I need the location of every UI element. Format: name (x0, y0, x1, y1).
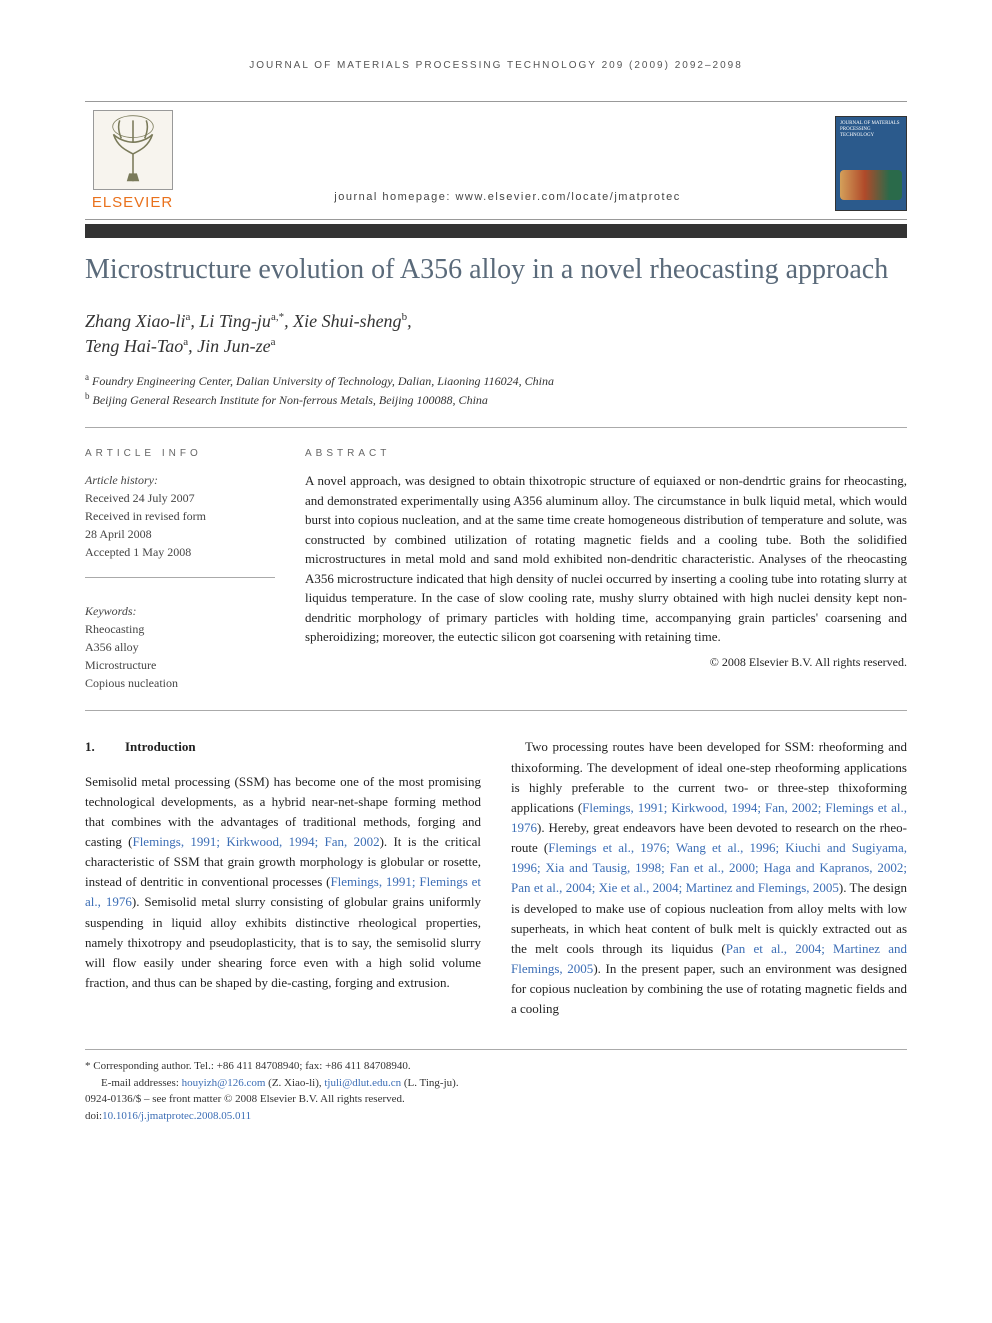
masthead: ELSEVIER journal homepage: www.elsevier.… (85, 101, 907, 220)
divider (85, 710, 907, 711)
email-who: (Z. Xiao-li), (265, 1077, 324, 1089)
article-meta-row: ARTICLE INFO Article history: Received 2… (85, 428, 907, 710)
email-link[interactable]: houyizh@126.com (182, 1077, 266, 1089)
keywords-list: RheocastingA356 alloyMicrostructureCopio… (85, 620, 275, 692)
history-line: 28 April 2008 (85, 525, 275, 543)
history-line: Received in revised form (85, 507, 275, 525)
body-columns: 1.Introduction Semisolid metal processin… (85, 737, 907, 1019)
article-title: Microstructure evolution of A356 alloy i… (85, 252, 907, 287)
affiliation: b Beijing General Research Institute for… (85, 390, 907, 409)
section-number: 1. (85, 737, 125, 757)
body-column-right: Two processing routes have been develope… (511, 737, 907, 1019)
copyright-line: © 2008 Elsevier B.V. All rights reserved… (305, 653, 907, 671)
affiliation: a Foundry Engineering Center, Dalian Uni… (85, 371, 907, 390)
text-run: ). Semisolid metal slurry consisting of … (85, 894, 481, 990)
authors-line-2: Teng Hai-Taoa, Jin Jun-zea (85, 334, 907, 359)
article-info-column: ARTICLE INFO Article history: Received 2… (85, 446, 275, 692)
section-heading: 1.Introduction (85, 737, 481, 757)
affiliations: a Foundry Engineering Center, Dalian Uni… (85, 371, 907, 409)
intro-paragraph-1: Semisolid metal processing (SSM) has bec… (85, 772, 481, 994)
running-head: JOURNAL OF MATERIALS PROCESSING TECHNOLO… (85, 60, 907, 71)
publisher-name: ELSEVIER (92, 194, 173, 211)
history-lines: Received 24 July 2007Received in revised… (85, 489, 275, 561)
issn-line: 0924-0136/$ – see front matter © 2008 El… (85, 1091, 907, 1108)
authors-line-1: Zhang Xiao-lia, Li Ting-jua,*, Xie Shui-… (85, 309, 907, 334)
email-addresses: E-mail addresses: houyizh@126.com (Z. Xi… (85, 1075, 907, 1092)
history-line: Received 24 July 2007 (85, 489, 275, 507)
email-label: E-mail addresses: (101, 1077, 182, 1089)
keyword: Rheocasting (85, 620, 275, 638)
title-bar (85, 224, 907, 238)
doi-line: doi:10.1016/j.jmatprotec.2008.05.011 (85, 1108, 907, 1125)
page-footer: * Corresponding author. Tel.: +86 411 84… (85, 1049, 907, 1124)
keywords-label: Keywords: (85, 602, 275, 620)
article-info-heading: ARTICLE INFO (85, 446, 275, 461)
doi-link[interactable]: 10.1016/j.jmatprotec.2008.05.011 (102, 1110, 251, 1122)
cover-image-icon (840, 170, 902, 200)
corresponding-author: * Corresponding author. Tel.: +86 411 84… (85, 1058, 907, 1075)
section-title: Introduction (125, 739, 196, 754)
cover-title: JOURNAL OF MATERIALS PROCESSING TECHNOLO… (836, 117, 906, 143)
keyword: A356 alloy (85, 638, 275, 656)
abstract-heading: ABSTRACT (305, 446, 907, 461)
author-list: Zhang Xiao-lia, Li Ting-jua,*, Xie Shui-… (85, 309, 907, 359)
keyword: Microstructure (85, 656, 275, 674)
keywords-block: Keywords: RheocastingA356 alloyMicrostru… (85, 602, 275, 692)
email-who: (L. Ting-ju). (401, 1077, 458, 1089)
journal-homepage: journal homepage: www.elsevier.com/locat… (180, 191, 835, 211)
history-line: Accepted 1 May 2008 (85, 543, 275, 561)
doi-label: doi: (85, 1110, 102, 1122)
citation-link[interactable]: Flemings, 1991; Kirkwood, 1994; Fan, 200… (132, 834, 379, 849)
intro-paragraph-2: Two processing routes have been develope… (511, 737, 907, 1019)
abstract-text: A novel approach, was designed to obtain… (305, 471, 907, 647)
history-label: Article history: (85, 471, 275, 489)
keyword: Copious nucleation (85, 674, 275, 692)
divider (85, 577, 275, 578)
elsevier-tree-icon (93, 110, 173, 190)
journal-cover-thumbnail: JOURNAL OF MATERIALS PROCESSING TECHNOLO… (835, 116, 907, 211)
publisher-logo: ELSEVIER (85, 110, 180, 211)
body-column-left: 1.Introduction Semisolid metal processin… (85, 737, 481, 1019)
abstract-column: ABSTRACT A novel approach, was designed … (305, 446, 907, 692)
email-link[interactable]: tjuli@dlut.edu.cn (324, 1077, 401, 1089)
